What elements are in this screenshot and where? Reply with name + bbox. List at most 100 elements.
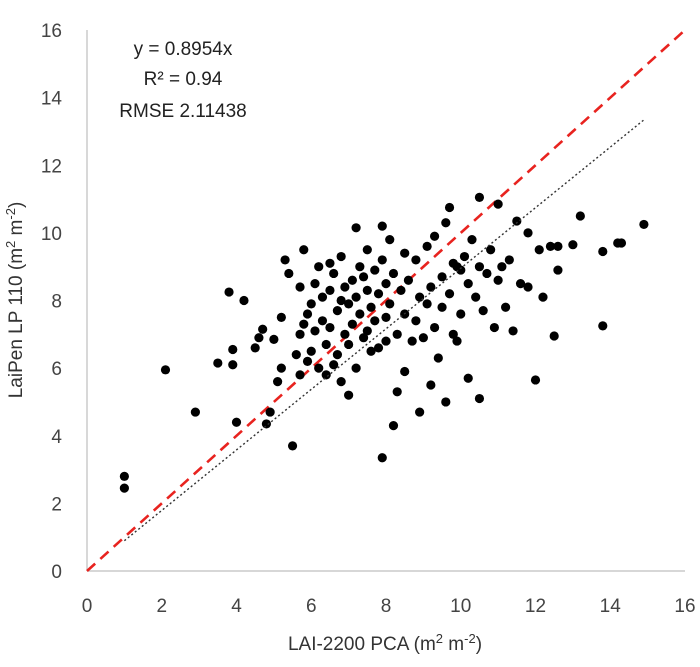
data-point: [474, 262, 485, 272]
data-point: [538, 292, 548, 302]
y-tick-label: 14: [41, 89, 63, 110]
r-squared-label: R² = 0.94: [144, 69, 223, 90]
data-point: [276, 312, 286, 323]
data-point: [508, 326, 518, 336]
data-point: [261, 419, 271, 429]
data-point: [344, 390, 354, 400]
data-point: [351, 223, 361, 233]
data-point: [639, 219, 649, 230]
x-tick-label: 16: [674, 596, 695, 617]
data-point: [351, 292, 361, 302]
data-point: [160, 365, 171, 375]
data-point: [429, 322, 440, 333]
data-point: [291, 350, 301, 360]
data-point: [119, 471, 129, 481]
data-point: [295, 370, 305, 380]
data-point: [381, 336, 391, 346]
data-point: [321, 339, 331, 350]
data-point: [388, 421, 399, 431]
data-point: [400, 366, 410, 377]
data-point: [444, 289, 455, 299]
data-point: [254, 333, 264, 343]
plot-area: [86, 29, 686, 572]
data-point: [463, 278, 473, 289]
data-point: [228, 360, 238, 370]
data-point: [568, 240, 578, 250]
data-point: [392, 329, 402, 339]
data-point: [370, 316, 380, 326]
data-point: [329, 360, 339, 370]
data-point: [295, 282, 305, 292]
data-point: [545, 241, 556, 251]
data-point: [515, 278, 526, 289]
data-point: [302, 356, 313, 366]
data-point: [418, 333, 428, 343]
data-point: [355, 262, 365, 272]
x-axis-title: LAI-2200 PCA (m2 m-2): [288, 631, 482, 655]
data-point: [306, 346, 316, 356]
data-point: [459, 251, 470, 262]
data-point: [336, 377, 346, 387]
annotations: y = 0.8954x R² = 0.94 RMSE 2.11438: [119, 39, 246, 122]
data-point: [489, 322, 499, 333]
data-point: [497, 262, 507, 272]
data-point: [467, 235, 477, 245]
y-tick-label: 16: [41, 21, 62, 42]
data-point: [325, 322, 335, 333]
y-tick-label: 12: [41, 156, 62, 177]
data-point: [478, 306, 488, 316]
data-point: [444, 202, 455, 213]
data-point: [474, 393, 485, 404]
data-point: [407, 336, 417, 346]
data-point: [385, 235, 395, 245]
data-point: [347, 319, 357, 329]
data-point: [426, 380, 436, 390]
x-tick-label: 8: [381, 596, 392, 617]
data-point: [265, 407, 275, 417]
y-tick-label: 8: [51, 292, 62, 313]
data-point: [314, 363, 324, 373]
data-point: [530, 375, 541, 385]
y-tick-label: 10: [41, 224, 62, 245]
data-point: [523, 228, 533, 238]
data-point: [452, 336, 462, 346]
data-point: [295, 329, 305, 339]
data-point: [329, 268, 339, 279]
data-point: [317, 292, 328, 302]
x-tick-label: 14: [600, 596, 622, 617]
data-point: [377, 255, 387, 265]
data-point: [377, 221, 387, 231]
y-tick-label: 2: [51, 494, 62, 515]
data-point: [396, 285, 406, 295]
data-point: [437, 302, 447, 312]
data-point: [422, 241, 432, 251]
data-point: [299, 319, 309, 329]
x-tick-label: 12: [525, 596, 546, 617]
data-point: [321, 370, 331, 380]
data-point: [340, 282, 350, 292]
data-point: [340, 329, 350, 339]
data-point: [411, 316, 421, 326]
data-point: [493, 275, 503, 285]
data-point: [598, 321, 608, 331]
data-point: [486, 245, 496, 255]
data-point: [504, 255, 514, 265]
x-tick-label: 10: [450, 596, 471, 617]
data-point: [231, 417, 242, 427]
data-point: [213, 358, 223, 368]
data-point: [302, 309, 313, 319]
data-point: [388, 268, 399, 279]
data-point: [190, 407, 200, 417]
data-point: [377, 453, 387, 463]
data-point: [392, 387, 402, 397]
data-point: [429, 231, 440, 241]
data-point: [306, 299, 316, 309]
data-point: [598, 246, 608, 257]
data-point: [355, 309, 365, 319]
data-point: [415, 292, 425, 302]
data-point: [317, 316, 328, 326]
data-point: [575, 211, 585, 221]
data-point: [463, 373, 473, 383]
data-point: [385, 299, 395, 309]
y-axis-title: LaiPen LP 110 (m2 m-2): [3, 202, 27, 399]
